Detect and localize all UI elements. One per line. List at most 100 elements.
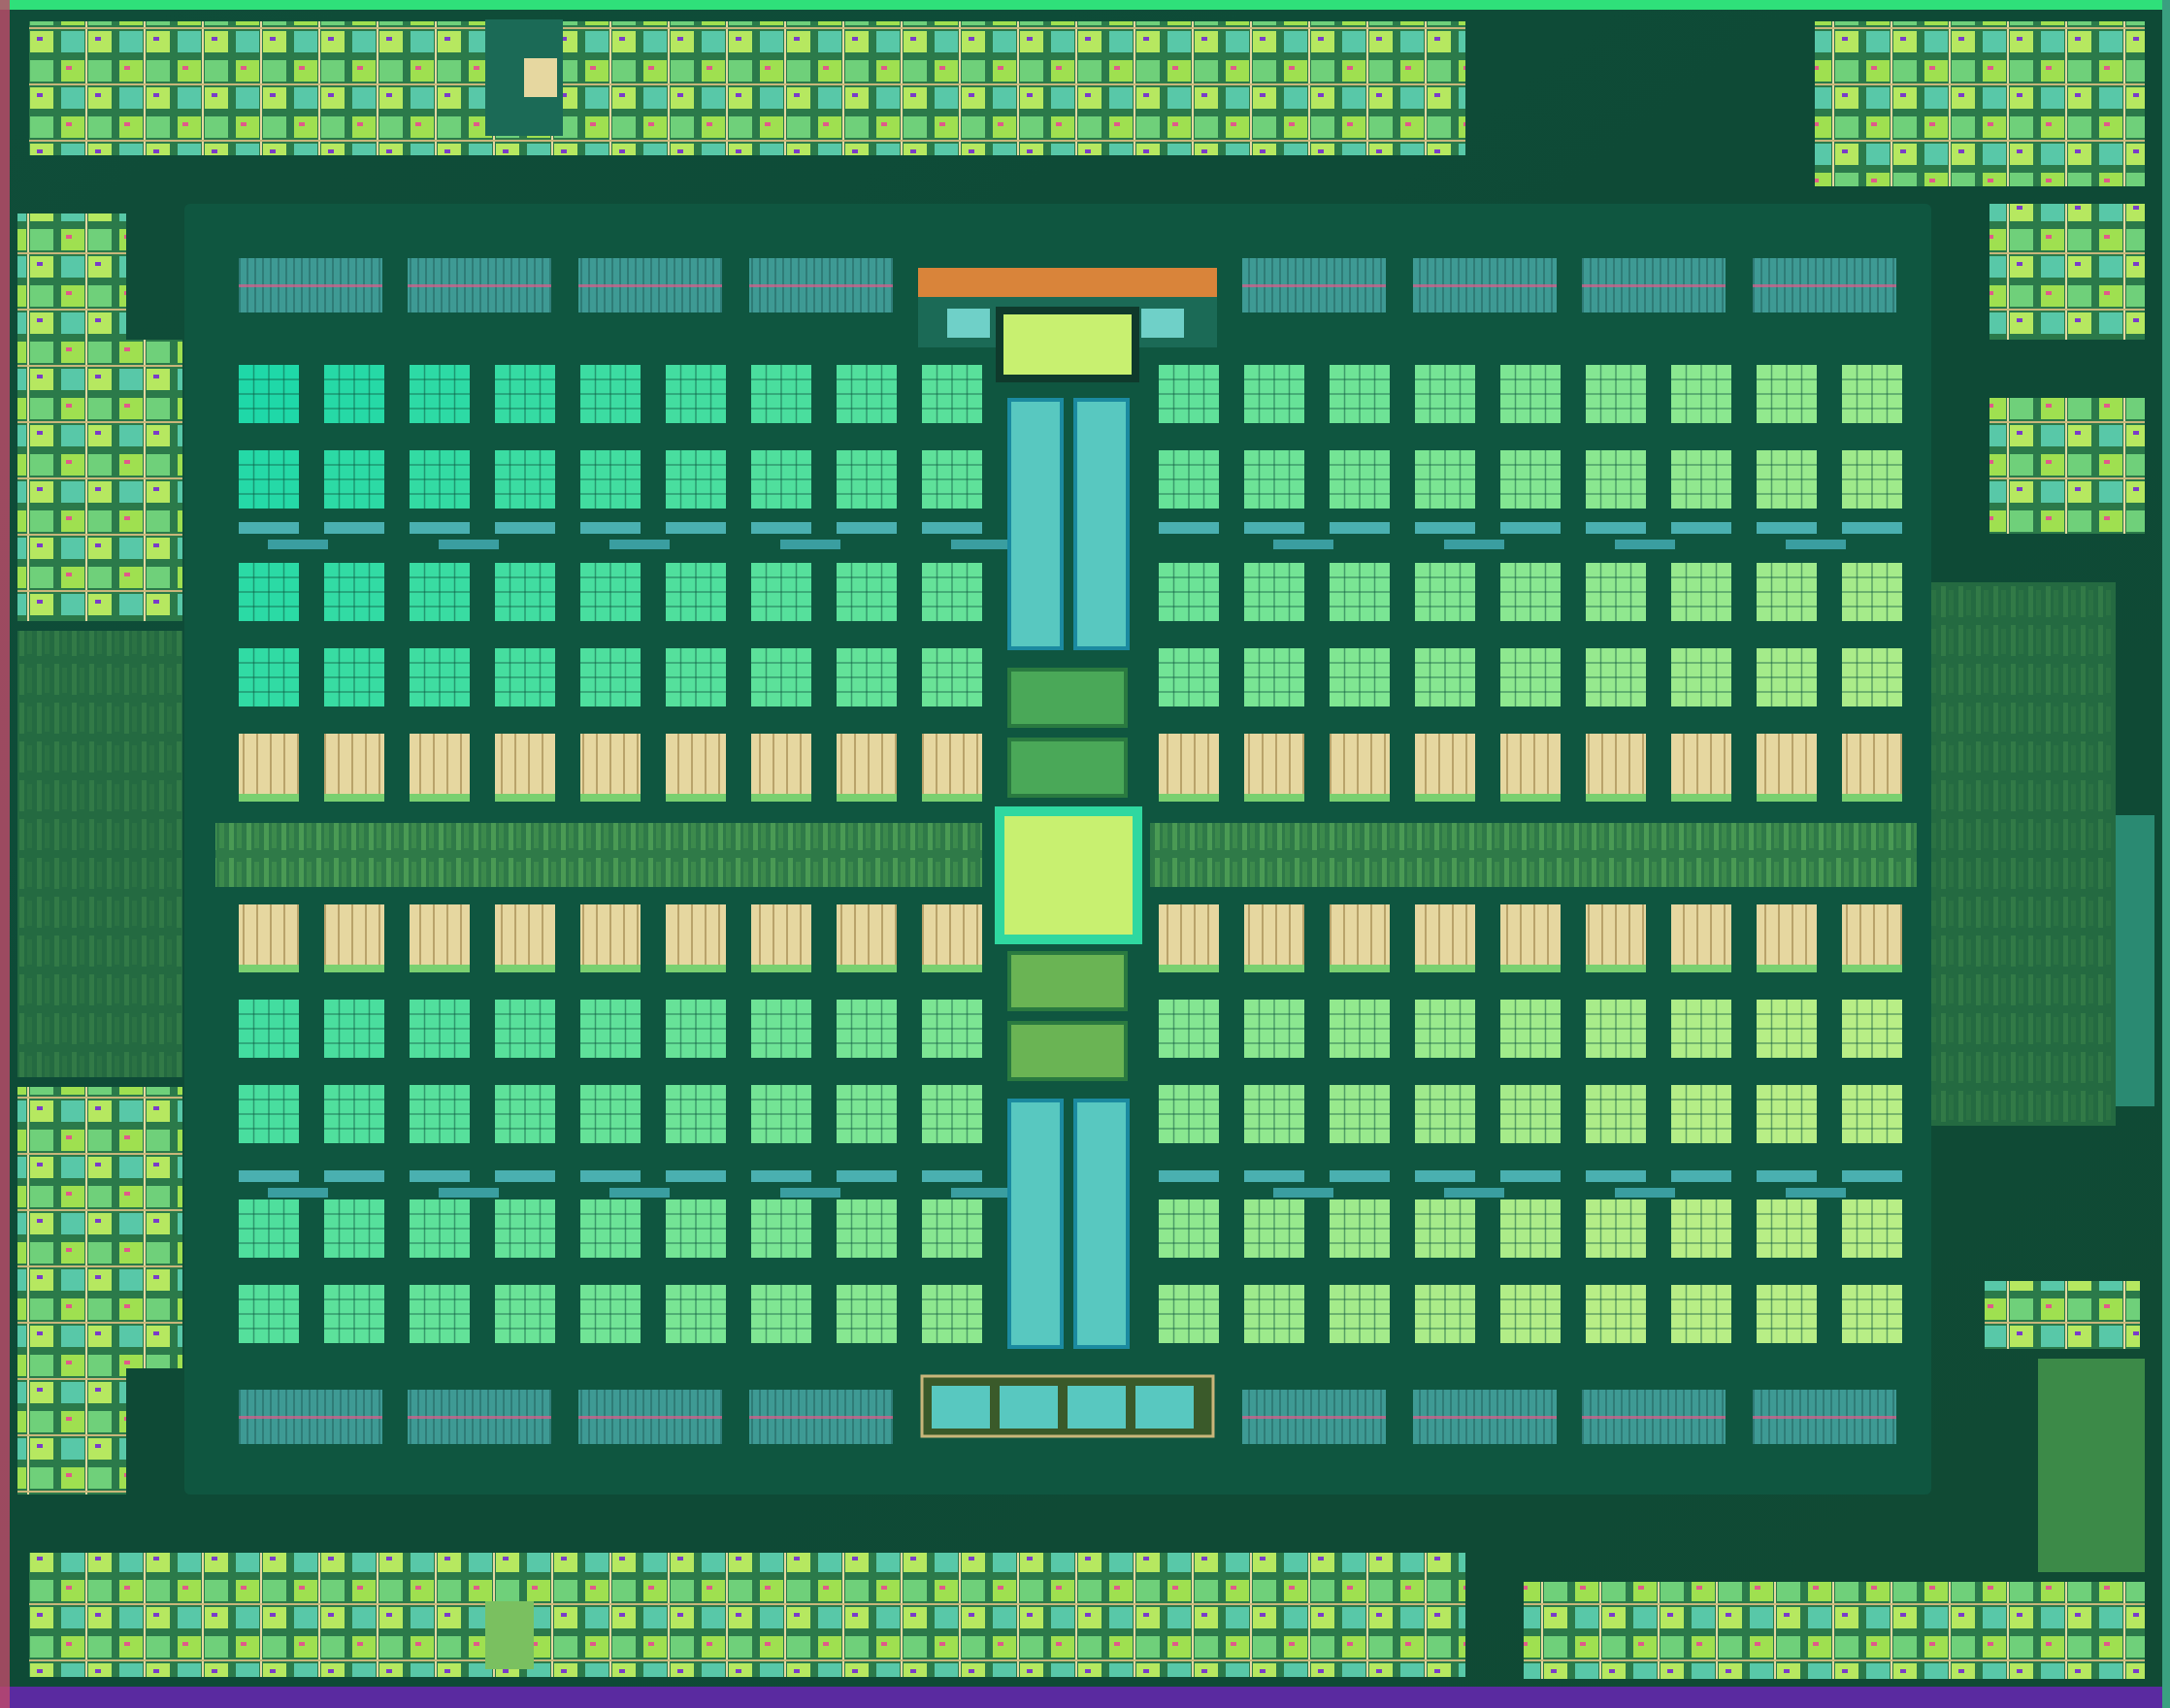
cache-block-edge (239, 794, 299, 802)
interconnect-bar (751, 1170, 811, 1182)
top-right-io-block (1815, 21, 2145, 186)
memory-bank-line (1242, 1416, 1386, 1419)
cache-block-edge (580, 965, 641, 972)
crossbar-right (1150, 823, 1917, 887)
cache-block (751, 734, 811, 802)
spine-mid-block-3 (1007, 951, 1128, 1011)
spine-top-block (996, 307, 1139, 382)
cache-block-edge (1330, 965, 1390, 972)
interconnect-bar (609, 1188, 670, 1198)
interconnect-bar (1159, 1170, 1219, 1182)
interconnect-bar (1273, 1188, 1333, 1198)
cache-block-edge (239, 965, 299, 972)
interconnect-bar (780, 1188, 840, 1198)
interconnect-bar (666, 522, 726, 534)
interconnect-bar (324, 1170, 384, 1182)
io-strip-bottom (29, 1553, 1465, 1677)
memory-bank-line (1582, 1416, 1726, 1419)
spine-center-hub (995, 806, 1142, 944)
spine-footer-cell-2 (1000, 1386, 1058, 1429)
interconnect-bar (495, 1170, 555, 1182)
cache-block (410, 734, 470, 802)
interconnect-bar (439, 1188, 499, 1198)
interconnect-bar (922, 1170, 982, 1182)
interconnect-bar (1159, 522, 1219, 534)
cache-block-edge (922, 965, 982, 972)
spine-column-lower-right (1073, 1099, 1130, 1349)
interconnect-bar (1330, 522, 1390, 534)
cache-block (1757, 734, 1817, 802)
interconnect-bar (1415, 522, 1475, 534)
cache-block-edge (751, 965, 811, 972)
right-edge-connectors (2116, 815, 2154, 1106)
cache-block (666, 904, 726, 972)
interconnect-bar (580, 522, 641, 534)
right-io-block-2 (1989, 398, 2145, 534)
cache-block (239, 734, 299, 802)
cache-block-edge (495, 965, 555, 972)
right-memory-stack (2038, 1359, 2145, 1572)
interconnect-bar (1671, 522, 1731, 534)
central-spine (918, 268, 1217, 1438)
bottom-right-io-block (1524, 1582, 2145, 1679)
interconnect-bar (1842, 522, 1902, 534)
memory-bank-line (749, 1416, 893, 1419)
cache-block (922, 904, 982, 972)
cache-block (1586, 904, 1646, 972)
cache-block (1244, 734, 1304, 802)
memory-bank-line (578, 1416, 722, 1419)
cache-block-edge (410, 965, 470, 972)
interconnect-bar (1244, 522, 1304, 534)
cache-block-edge (751, 794, 811, 802)
left-logic-region-grid (17, 631, 182, 1077)
spine-column-upper-right (1073, 398, 1130, 650)
cache-block (1244, 904, 1304, 972)
cache-block-edge (1244, 794, 1304, 802)
cache-block (837, 904, 897, 972)
memory-bank-line (239, 284, 382, 287)
interconnect-bar (410, 522, 470, 534)
right-small-blocks (1985, 1281, 2140, 1349)
interconnect-bar (1842, 1170, 1902, 1182)
cache-block-edge (1500, 794, 1561, 802)
interconnect-bar (1786, 1188, 1846, 1198)
interconnect-bar (1786, 540, 1846, 549)
interconnect-bar (837, 1170, 897, 1182)
spine-footer-cell-4 (1135, 1386, 1194, 1429)
die-edge-left (0, 0, 10, 1708)
spine-mid-block-4 (1007, 1021, 1128, 1081)
interconnect-bar (951, 1188, 1011, 1198)
memory-bank-line (1413, 284, 1557, 287)
interconnect-bar (922, 522, 982, 534)
spine-top-right-pad (1141, 309, 1184, 338)
interconnect-bar (580, 1170, 641, 1182)
cache-block (495, 904, 555, 972)
spine-header (918, 268, 1217, 297)
compute-tiles (239, 365, 1902, 1343)
cache-block (1842, 734, 1902, 802)
cache-block-edge (1586, 794, 1646, 802)
cache-block-edge (837, 794, 897, 802)
cache-block (1757, 904, 1817, 972)
cache-block (1500, 904, 1561, 972)
io-strip-bottom-accent (485, 1601, 534, 1669)
interconnect-bar (609, 540, 670, 549)
die-edge-right (2162, 0, 2170, 1708)
cache-block (410, 904, 470, 972)
cache-block (1671, 734, 1731, 802)
right-logic-region-grid (1931, 582, 2116, 1126)
cache-block-edge (922, 794, 982, 802)
cache-block (922, 734, 982, 802)
interconnect-bar (1273, 540, 1333, 549)
spine-mid-block-2 (1007, 738, 1128, 798)
memory-bank-line (408, 1416, 551, 1419)
cache-block (1500, 734, 1561, 802)
cache-block (239, 904, 299, 972)
spine-footer-cell-3 (1068, 1386, 1126, 1429)
memory-bank-line (239, 1416, 382, 1419)
cache-block (1842, 904, 1902, 972)
io-strip-top-mid (524, 58, 557, 97)
interconnect-bar (439, 540, 499, 549)
spine-footer-cell-1 (932, 1386, 990, 1429)
cache-block (495, 734, 555, 802)
